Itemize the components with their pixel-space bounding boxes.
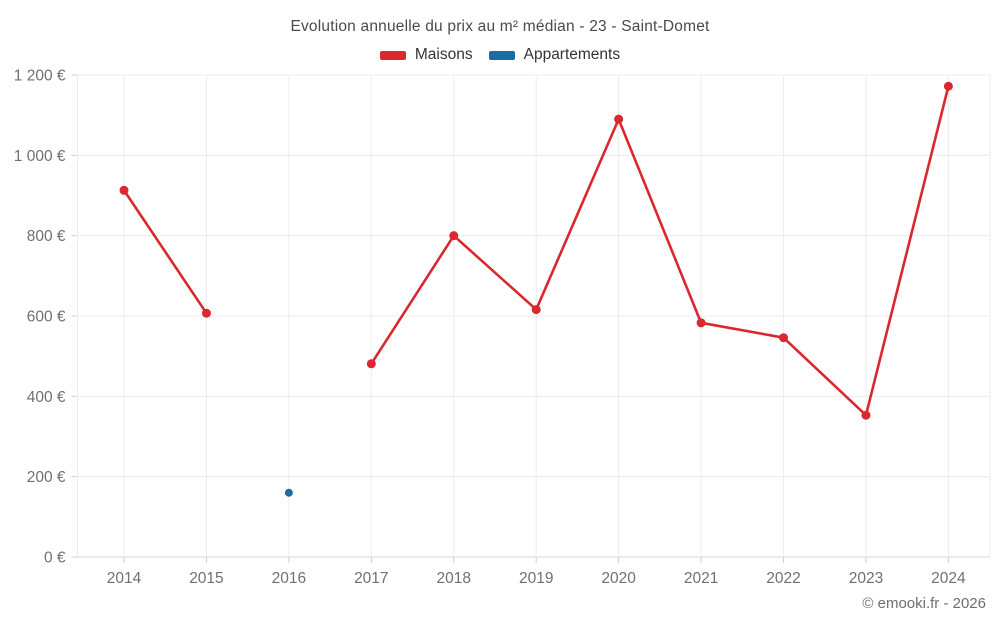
y-axis-tick-label: 200 €	[27, 469, 66, 486]
x-axis-tick-label: 2019	[519, 570, 553, 587]
x-axis-tick-label: 2018	[437, 570, 471, 587]
y-axis-tick-label: 800 €	[27, 228, 66, 245]
data-point-maisons-2018[interactable]	[449, 231, 459, 241]
x-axis-tick-label: 2015	[189, 570, 223, 587]
data-point-maisons-2023[interactable]	[861, 410, 871, 420]
data-point-maisons-2021[interactable]	[696, 318, 706, 328]
x-axis-tick-label: 2014	[107, 570, 142, 587]
y-axis-tick-label: 1 000 €	[14, 148, 66, 165]
data-point-maisons-2015[interactable]	[201, 308, 211, 318]
legend-label-maisons: Maisons	[414, 46, 473, 63]
x-axis-tick-label: 2024	[931, 570, 966, 587]
y-axis-tick-label: 1 200 €	[14, 68, 66, 85]
x-axis-tick-label: 2016	[272, 570, 306, 587]
data-point-maisons-2022[interactable]	[779, 333, 789, 343]
data-point-maisons-2017[interactable]	[366, 359, 376, 369]
data-point-maisons-2020[interactable]	[614, 114, 624, 124]
data-point-maisons-2019[interactable]	[531, 305, 541, 315]
legend-item-appartements[interactable]: Appartements	[488, 46, 621, 64]
x-axis-tick-label: 2017	[354, 570, 388, 587]
y-axis-tick-label: 600 €	[27, 309, 66, 326]
legend-label-appartements: Appartements	[523, 46, 621, 63]
data-point-maisons-2024[interactable]	[943, 81, 953, 91]
chart-title: Evolution annuelle du prix au m² médian …	[290, 18, 710, 35]
maisons-series-swatch-icon	[379, 50, 406, 60]
appartements-series-swatch-icon	[488, 50, 515, 60]
x-axis-tick-label: 2020	[601, 570, 636, 587]
copyright: © emooki.fr - 2026	[862, 595, 986, 612]
series-line-maisons	[370, 84, 950, 417]
legend: Maisons Appartements	[0, 46, 1000, 64]
y-axis-tick-label: 400 €	[27, 389, 66, 406]
data-point-maisons-2014[interactable]	[119, 185, 129, 195]
x-axis-tick-label: 2021	[684, 570, 718, 587]
x-axis-tick-label: 2023	[849, 570, 883, 587]
x-axis-tick-label: 2022	[766, 570, 800, 587]
y-axis-tick-label: 0 €	[44, 550, 66, 567]
data-point-appartements-2016[interactable]	[284, 488, 293, 497]
series-line-maisons	[122, 188, 208, 315]
legend-item-maisons[interactable]: Maisons	[379, 46, 473, 64]
